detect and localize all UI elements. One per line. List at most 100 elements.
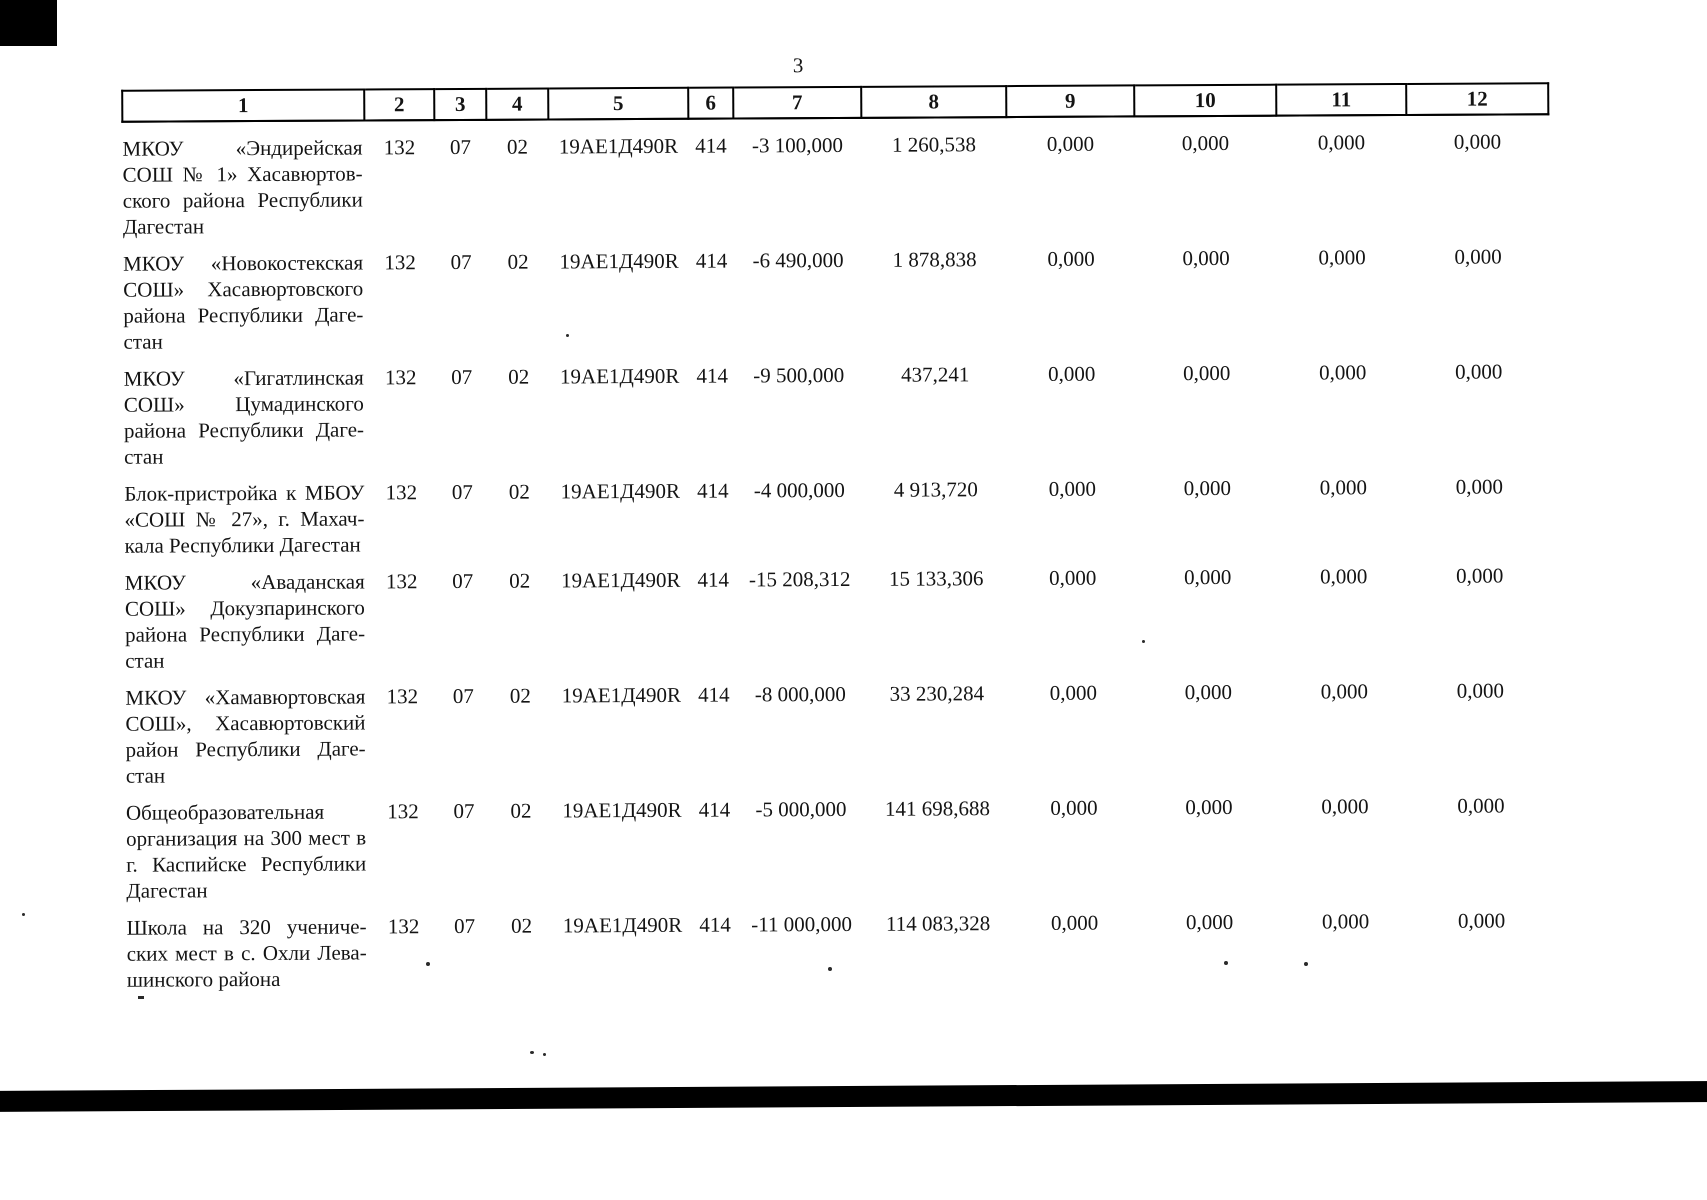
cell-value: 0,000 xyxy=(1457,908,1506,933)
column-header: 1 xyxy=(122,89,365,122)
cell-value: -11 000,000 xyxy=(751,911,852,937)
cell-value: 0,000 xyxy=(1048,476,1096,501)
object-name-line: ского района Республики xyxy=(122,187,363,213)
cell-value: 0,000 xyxy=(1183,475,1231,501)
object-name-line: организация на 300 мест в xyxy=(126,825,367,851)
object-name-line: района Республики Даге- xyxy=(123,302,364,328)
cell-value: 132 xyxy=(384,250,416,275)
cell-value: 15 133,306 xyxy=(888,566,984,591)
object-name-line: Дагестан xyxy=(122,214,205,239)
cell-value: 07 xyxy=(451,479,473,505)
object-name-line: СОШ» Хасавюртовского xyxy=(123,276,364,302)
object-name-line: СОШ», Хасавюртовский xyxy=(125,710,366,736)
cell-value: 19АЕ1Д490R xyxy=(562,797,682,823)
cell-value: 132 xyxy=(385,569,418,594)
cell-value: 0,000 xyxy=(1184,564,1232,590)
cell-value: 19АЕ1Д490R xyxy=(560,478,681,504)
cell-value: 132 xyxy=(384,365,417,390)
cell-value: 07 xyxy=(453,798,475,824)
object-name-line: район Республики Даге- xyxy=(125,736,366,762)
table-row: Блок-пристройка к МБОУ «СОШ № 27», г. Мах… xyxy=(124,473,1550,569)
object-name-line: МКОУ «Новокостекская xyxy=(123,250,364,276)
object-name-line: МКОУ «Хамавюртовская xyxy=(125,684,366,710)
cell-value: 0,000 xyxy=(1321,794,1369,819)
cell-value: 114 083,328 xyxy=(885,911,991,936)
column-header: 8 xyxy=(861,86,1007,118)
scan-artifact-top-left xyxy=(0,0,57,46)
cell-value: 0,000 xyxy=(1048,361,1096,386)
cell-value: 414 xyxy=(695,248,728,273)
scan-speck xyxy=(1224,961,1228,965)
cell-value: 141 698,688 xyxy=(884,796,991,821)
cell-value: 0,000 xyxy=(1321,909,1370,934)
column-header: 6 xyxy=(688,87,734,119)
cell-value: 19АЕ1Д490R xyxy=(561,567,681,593)
cell-object-name: Школа на 320 ученичe-ских мест в с. Охли… xyxy=(127,913,369,1003)
cell-value: 0,000 xyxy=(1050,910,1099,935)
cell-value: 02 xyxy=(509,683,531,708)
cell-value: 0,000 xyxy=(1181,130,1230,156)
object-name-line: Блок-пристройка к МБОУ xyxy=(124,480,365,506)
cell-object-name: Общеобразовательная организация на 300 ме… xyxy=(126,798,369,914)
table-row: МКОУ «Эндирейская СОШ № 1» Хасавюртов-ско… xyxy=(122,114,1549,250)
cell-value: 414 xyxy=(695,133,727,158)
object-name-line: СОШ № 1» Хасавюртов- xyxy=(122,161,363,187)
object-name-line: Дагестан xyxy=(126,878,208,903)
cell-value: -15 208,312 xyxy=(748,566,851,592)
column-header: 12 xyxy=(1406,83,1549,116)
cell-value: 19АЕ1Д490R xyxy=(561,682,682,708)
table-row: МКОУ «Гигатлинская СОШ» Цумадинского район… xyxy=(124,358,1551,480)
cell-object-name: МКОУ «Хамавюртовская СОШ», Хасавюртовский… xyxy=(125,683,368,799)
table-row: Общеобразовательная организация на 300 ме… xyxy=(126,792,1553,914)
column-header: 4 xyxy=(486,88,549,120)
object-name-line: МКОУ «Аваданская xyxy=(124,569,365,595)
cell-value: 0,000 xyxy=(1050,795,1098,820)
cell-value: 0,000 xyxy=(1320,679,1369,704)
cell-value: 33 230,284 xyxy=(889,681,985,706)
cell-value: 414 xyxy=(696,478,729,503)
cell-value: 414 xyxy=(699,912,731,937)
cell-object-name: МКОУ «Аваданская СОШ» Докузпаринского райо… xyxy=(125,568,368,684)
cell-value: 07 xyxy=(451,364,473,390)
cell-value: 02 xyxy=(510,798,532,823)
cell-value: 0,000 xyxy=(1454,359,1503,384)
cell-value: 132 xyxy=(383,135,416,160)
cell-value: 414 xyxy=(698,797,731,822)
cell-value: 0,000 xyxy=(1317,130,1366,155)
cell-value: 02 xyxy=(507,249,529,274)
cell-value: 0,000 xyxy=(1182,245,1230,271)
budget-table: 1 2 3 4 5 6 7 8 9 10 11 12 МКОУ «Эндирейская СОШ № 1… xyxy=(121,82,1554,1003)
cell-value: 437,241 xyxy=(901,362,970,387)
table-row: МКОУ «Новокостекская СОШ» Хасавюртовского… xyxy=(123,243,1550,365)
cell-object-name: МКОУ «Эндирейская СОШ № 1» Хасавюртов-ско… xyxy=(122,120,365,250)
object-name-line: МКОУ «Эндирейская xyxy=(122,135,363,161)
object-name-line: района Республики Даге- xyxy=(123,417,365,443)
cell-value: 0,000 xyxy=(1185,909,1234,935)
cell-value: 0,000 xyxy=(1455,474,1503,499)
cell-value: 132 xyxy=(386,684,419,709)
scan-speck xyxy=(1304,962,1308,966)
cell-value: 19АЕ1Д490R xyxy=(562,912,683,938)
cell-value: 0,000 xyxy=(1049,565,1097,590)
table-row: МКОУ «Аваданская СОШ» Докузпаринского райо… xyxy=(125,562,1552,684)
cell-object-name: Блок-пристройка к МБОУ «СОШ № 27», г. Мах… xyxy=(124,479,366,569)
cell-value: -3 100,000 xyxy=(751,132,844,158)
cell-value: 414 xyxy=(698,682,730,707)
cell-value: 0,000 xyxy=(1319,475,1367,500)
column-header: 7 xyxy=(733,86,862,119)
scan-speck xyxy=(530,1051,534,1054)
cell-value: 0,000 xyxy=(1047,246,1095,271)
page-content: 3 1 2 3 4 5 6 7 8 9 10 11 12 МКОУ «Эндирейская СОШ №… xyxy=(121,48,1552,1003)
column-header: 3 xyxy=(434,88,487,121)
object-name-line: СОШ» Докузпаринского xyxy=(124,595,365,621)
cell-value: 132 xyxy=(387,914,420,939)
cell-value: 02 xyxy=(506,134,529,159)
scan-speck xyxy=(543,1053,546,1056)
object-name-line: стан xyxy=(124,444,164,469)
column-header: 2 xyxy=(364,89,435,121)
cell-value: 414 xyxy=(697,567,730,592)
cell-value: 0,000 xyxy=(1318,245,1366,270)
cell-value: 0,000 xyxy=(1318,360,1367,385)
cell-value: 1 878,838 xyxy=(892,247,977,272)
